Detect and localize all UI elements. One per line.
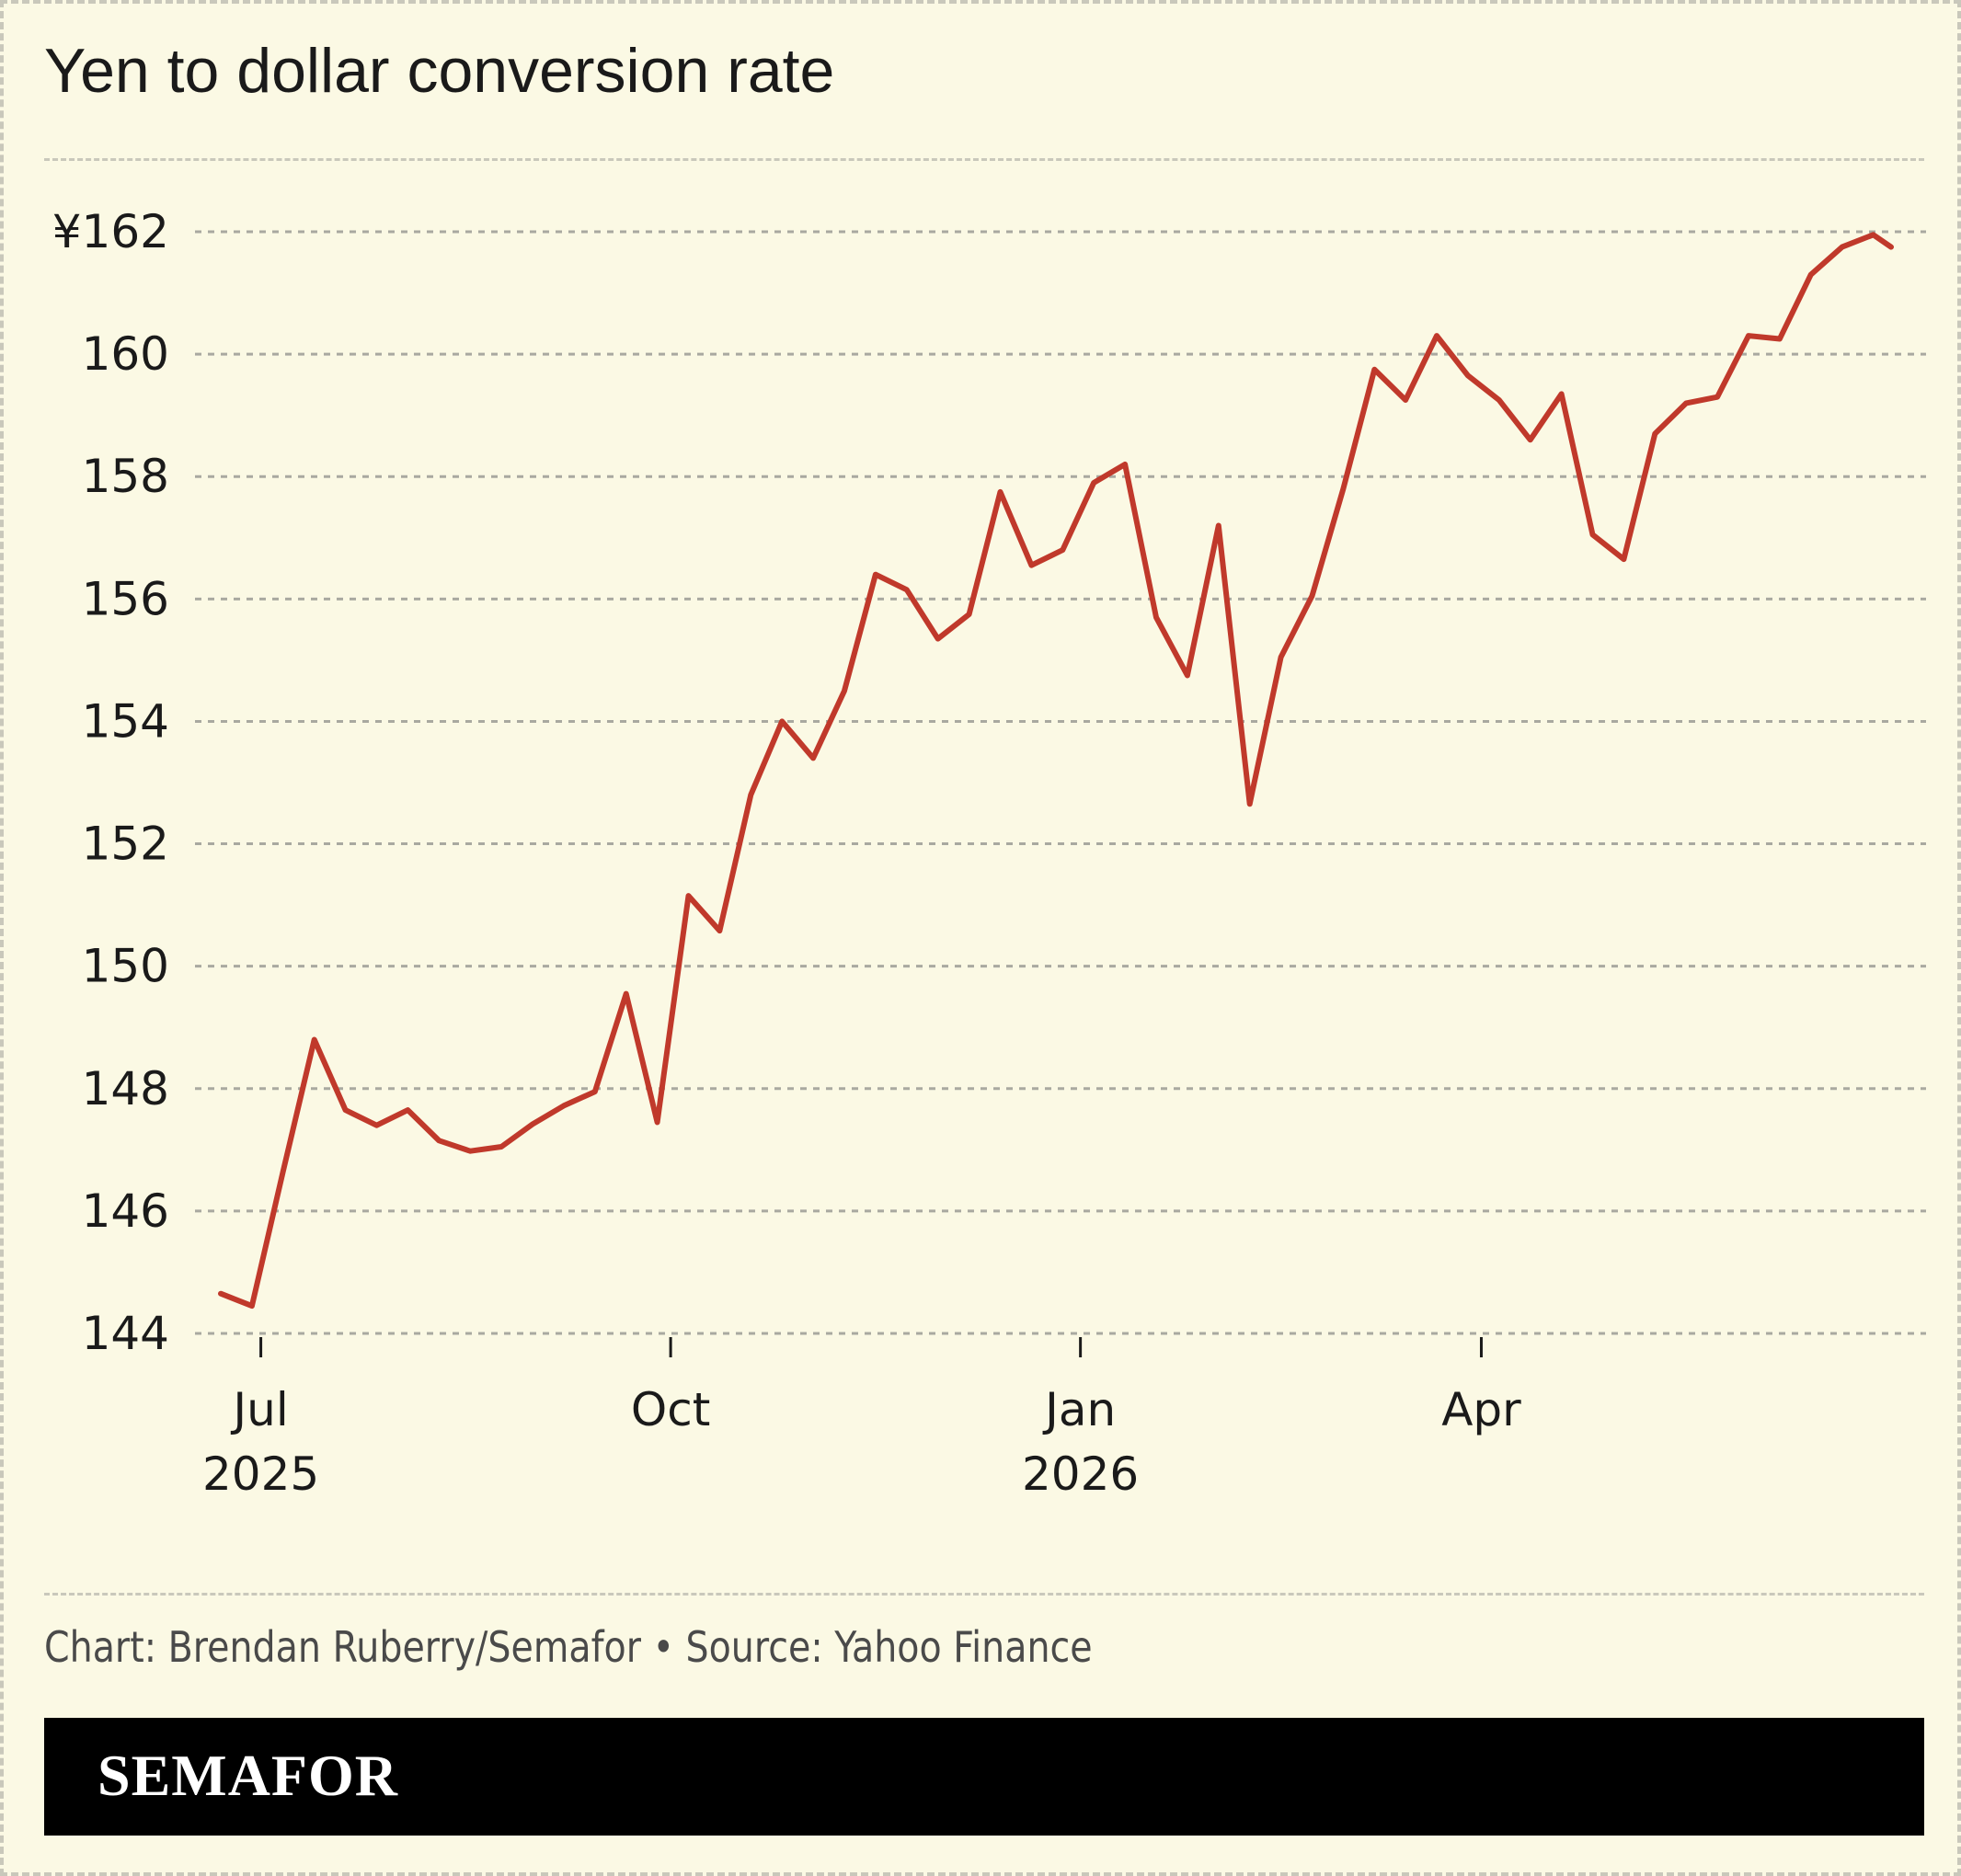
footer-bar: SEMAFOR [44,1718,1924,1836]
semafor-logo: SEMAFOR [97,1743,398,1808]
x-tick-label-apr: Apr [1441,1383,1521,1436]
y-tick-label-162: ¥162 [52,205,169,258]
y-tick-label-160: 160 [82,327,169,381]
y-axis-labels: ¥162 160 158 156 154 152 150 148 146 144 [52,205,169,1360]
line-chart: ¥162 160 158 156 154 152 150 148 146 144 Jul 2025 O… [52,205,1926,1501]
chart-title: Yen to dollar conversion rate [44,36,835,106]
y-tick-label-152: 152 [82,818,169,871]
y-tick-label-154: 154 [82,694,169,748]
x-tick-label-jul: Jul [230,1383,288,1436]
series-layer [218,232,1894,1310]
y-tick-label-150: 150 [82,940,169,993]
source-credit: Chart: Brendan Ruberry/Semafor • Source:… [44,1622,1093,1672]
x-tick-year-2025: 2025 [202,1447,319,1501]
x-axis: Jul 2025 Oct Jan 2026 Apr [202,1337,1521,1501]
y-tick-label-158: 158 [82,450,169,503]
top-divider [44,158,1924,161]
x-tick-label-oct: Oct [631,1383,710,1436]
y-tick-label-146: 146 [82,1184,169,1238]
series-line-0 [218,232,1894,1310]
gridlines [195,230,1926,1335]
y-tick-label-148: 148 [82,1062,169,1115]
x-tick-label-jan: Jan [1042,1383,1116,1436]
y-tick-label-156: 156 [82,572,169,625]
bottom-divider [44,1593,1924,1596]
x-tick-year-2026: 2026 [1022,1447,1139,1501]
y-tick-label-144: 144 [82,1307,169,1360]
